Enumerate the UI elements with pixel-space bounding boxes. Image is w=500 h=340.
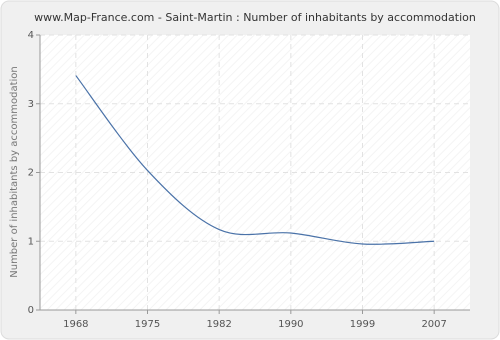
x-tick-label: 2007 bbox=[421, 319, 446, 330]
y-tick-label: 4 bbox=[28, 30, 34, 41]
line bbox=[75, 75, 435, 245]
x-tick-label: 1975 bbox=[135, 319, 160, 330]
x-tick-label: 1990 bbox=[278, 319, 303, 330]
plot-area bbox=[40, 35, 470, 310]
x-tick-label: 1982 bbox=[206, 319, 231, 330]
y-tick-label: 2 bbox=[28, 168, 34, 179]
x-tick-label: 1968 bbox=[63, 319, 88, 330]
chart-title: www.Map-France.com - Saint-Martin : Numb… bbox=[34, 11, 476, 24]
y-tick-label: 3 bbox=[28, 99, 34, 110]
y-tick-label: 0 bbox=[28, 305, 34, 316]
x-tick-label: 1999 bbox=[350, 319, 375, 330]
y-tick-label: 1 bbox=[28, 236, 34, 247]
y-axis-label: Number of inhabitants by accommodation bbox=[9, 66, 20, 278]
